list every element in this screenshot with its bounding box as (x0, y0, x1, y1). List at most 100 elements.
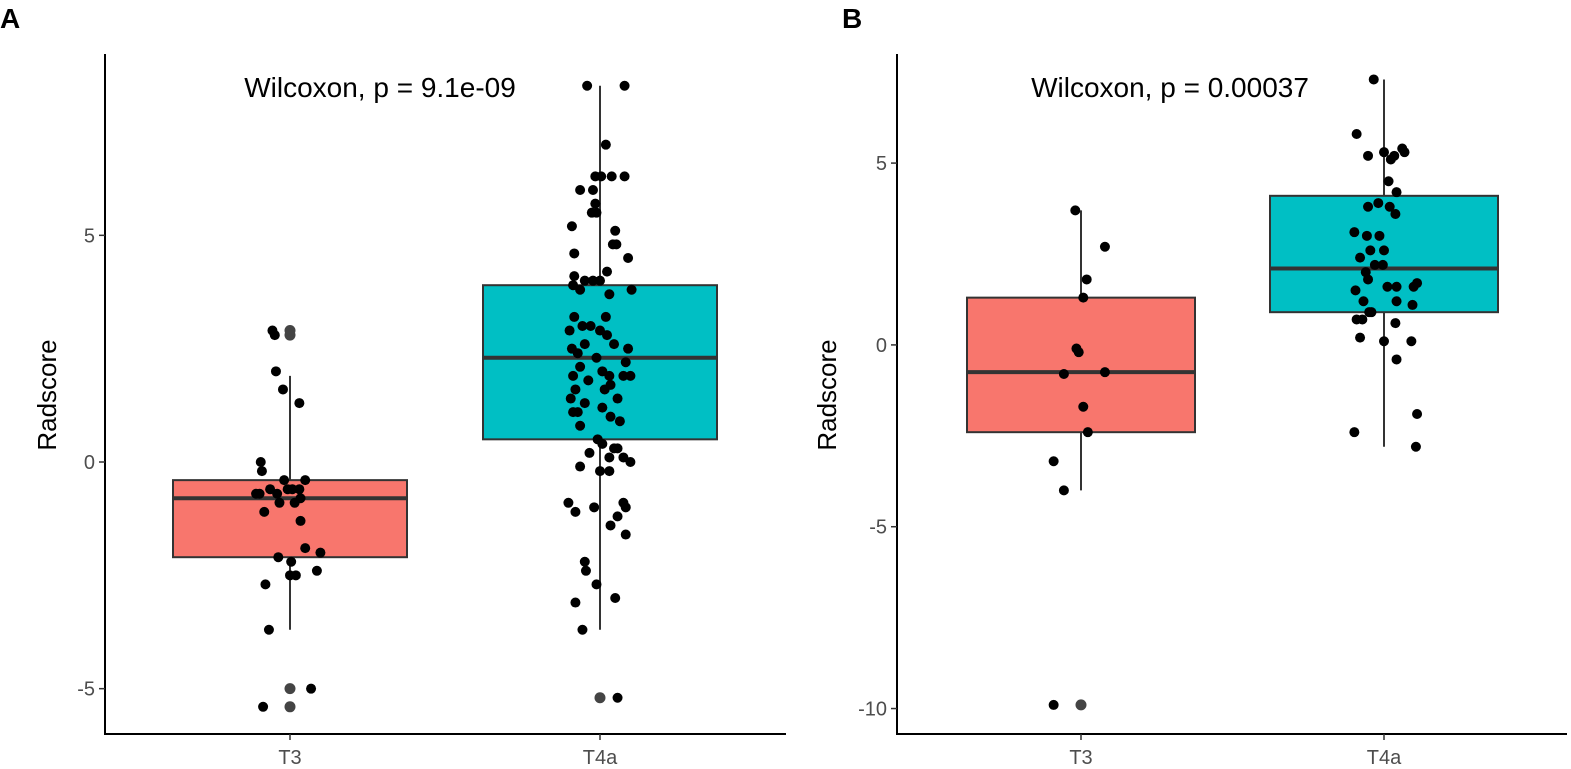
panel-a-point-t4a (604, 466, 615, 477)
panel-a-point-t4a (585, 321, 596, 331)
panel-a-points (251, 80, 637, 712)
panel-a-point-t4a (575, 361, 586, 372)
panel-a-point-t3 (272, 488, 283, 499)
panel-a-point-t4a (626, 284, 637, 295)
panel-b-point-t4a (1390, 209, 1401, 219)
panel-a-point-t4a (575, 461, 586, 472)
panel-b-point-t4a (1379, 245, 1389, 256)
panel-b-point-t3 (1048, 699, 1059, 710)
panel-b-outlier-t3 (1075, 699, 1087, 711)
panel-a-point-t4a (587, 185, 598, 195)
panel-b-letter: B (842, 3, 862, 34)
panel-a-point-t4a (579, 275, 590, 286)
panel-b-point-t3 (1058, 369, 1069, 379)
panel-a-outliers (284, 325, 606, 713)
panel-a-point-t4a (604, 370, 615, 381)
panel-a-point-t4a (612, 692, 623, 703)
panel-b-point-t3 (1099, 241, 1110, 252)
panel-a-point-t4a (591, 352, 602, 363)
panel-a-point-t3 (258, 701, 269, 712)
panel-b-point-t4a (1391, 296, 1402, 307)
panel-a-point-t4a (579, 398, 590, 409)
panel-a-outlier-t3 (284, 683, 296, 695)
panel-a-point-t4a (590, 198, 601, 209)
panel-a-xtick-label: T4a (583, 747, 618, 769)
panel-a-point-t4a (563, 497, 574, 508)
panel-b-point-t4a (1391, 187, 1402, 198)
panel-b-point-t4a (1410, 441, 1421, 452)
panel-b-xtick-label: T3 (1069, 747, 1092, 769)
panel-a-point-t4a (604, 289, 615, 300)
panel-a-point-t3 (290, 570, 301, 581)
panel-a-point-t4a (619, 80, 630, 91)
panel-a-point-t4a (570, 506, 581, 517)
panel-a-box-t4a (482, 284, 718, 441)
panel-a-xtick-label: T3 (278, 747, 301, 769)
panel-a-point-t4a (620, 502, 631, 513)
panel-b-point-t3 (1058, 485, 1069, 496)
panel-b-point-t4a (1363, 274, 1374, 285)
panel-a-point-t4a (570, 384, 581, 395)
panel-b-point-t4a (1355, 332, 1366, 343)
panel-b-point-t4a (1390, 318, 1401, 329)
panel-a-point-t3 (256, 466, 267, 477)
panel-a-point-t3 (273, 552, 284, 563)
panel-b-point-t3 (1073, 347, 1084, 358)
panel-a-point-t4a (565, 393, 576, 404)
panel-a-point-t4a (564, 325, 575, 336)
panel-b-point-t4a (1407, 299, 1418, 310)
panel-b-points (1048, 74, 1423, 710)
panel-b-ytick-label: -5 (869, 517, 887, 539)
panel-b-point-t4a (1383, 176, 1394, 187)
panel-b-ytick-label: -10 (858, 699, 887, 721)
panel-b-point-t4a (1412, 278, 1423, 289)
panel-b-point-t4a (1368, 74, 1379, 85)
panel-a-point-t3 (300, 543, 311, 554)
panel-a-point-t4a (572, 348, 583, 359)
panel-b-point-t4a (1391, 281, 1402, 292)
panel-a-point-t4a (596, 171, 607, 182)
panel-b-box-t3 (966, 296, 1196, 434)
panel-a-point-t3 (269, 330, 280, 341)
panel-a-point-t4a (579, 339, 590, 350)
panel-a-point-t4a (569, 311, 580, 322)
panel-a-point-t4a (620, 357, 631, 368)
panel-a-xticks: T3 T4a (278, 734, 618, 769)
panel-a-point-t4a (587, 275, 598, 286)
panel-a-point-t4a (602, 266, 613, 277)
panel-a-point-t3 (277, 384, 288, 395)
panel-b-point-t4a (1377, 259, 1388, 270)
panel-a-point-t3 (294, 484, 305, 495)
panel-a-point-t4a (602, 330, 613, 341)
panel-b-point-t4a (1374, 230, 1385, 241)
panel-a-point-t4a (612, 393, 623, 404)
panel-a-point-t4a (591, 579, 602, 590)
panel-a-point-t4a (577, 321, 588, 331)
panel-a-outlier-t4a (594, 692, 606, 704)
panel-a-point-t3 (286, 556, 297, 567)
panel-b-ytick-label: 5 (876, 153, 887, 175)
panel-b-point-t4a (1349, 227, 1360, 238)
panel-a-point-t3 (254, 488, 265, 499)
panel-a-point-t3 (274, 497, 285, 508)
panel-a-point-t3 (300, 475, 311, 486)
panel-b-point-t4a (1406, 336, 1417, 347)
panel-a-point-t4a (569, 248, 580, 259)
panel-a-boxes (172, 85, 718, 630)
panel-a-point-t4a (625, 370, 636, 381)
panel-a-point-t4a (623, 343, 634, 354)
panel-a-point-t4a (569, 271, 580, 282)
panel-b-point-t3 (1048, 456, 1059, 467)
panel-b-point-t4a (1350, 285, 1361, 296)
panel-a-point-t4a (607, 239, 618, 250)
panel-a-outlier-t3 (284, 329, 296, 341)
panel-b-point-t4a (1355, 252, 1366, 263)
panel-b-point-t3 (1099, 367, 1110, 378)
panel-a-point-t3 (260, 579, 271, 590)
panel-a-point-t4a (595, 466, 605, 477)
panel-a-point-t3 (315, 547, 326, 558)
panel-b-point-t4a (1361, 230, 1372, 241)
panel-a-ytick-label: -5 (77, 679, 95, 701)
panel-a-ytick-label: 5 (84, 225, 95, 247)
